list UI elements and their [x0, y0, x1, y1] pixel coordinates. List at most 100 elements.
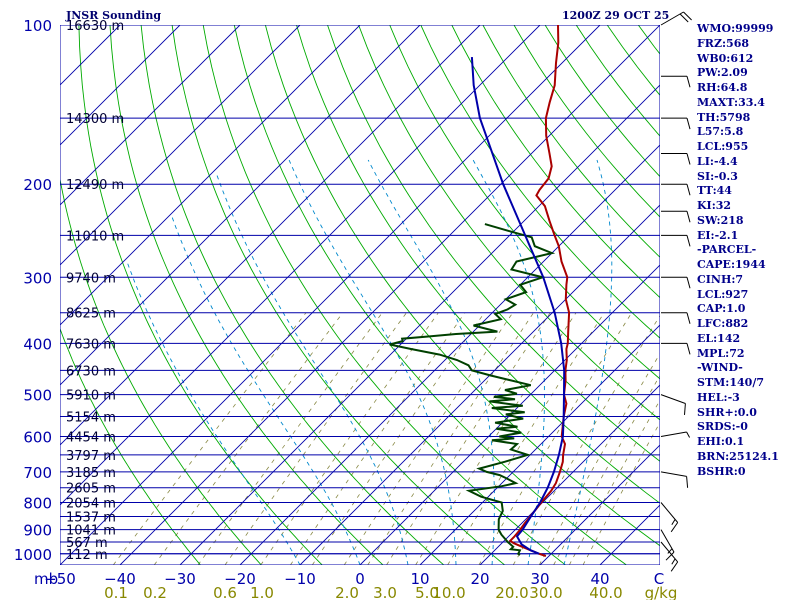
height-label: 14300 m — [66, 112, 124, 127]
wind-barb-flag — [686, 117, 691, 130]
dry-adiabat — [60, 327, 201, 565]
wind-barb-staff — [660, 502, 679, 523]
index-item: EHI:0.1 — [697, 435, 745, 448]
index-item: MAXT:33.4 — [697, 95, 765, 109]
mixing-ratio-label: 5.0 — [415, 584, 439, 600]
dry-adiabat — [420, 25, 660, 339]
dry-adiabat — [296, 25, 660, 504]
wind-barbs — [660, 11, 692, 572]
wind-barb-flag — [686, 277, 691, 289]
index-item: CAPE:1944 — [697, 258, 766, 271]
index-item: LI:-4.4 — [697, 154, 738, 168]
mixing-ratio-line — [197, 312, 383, 565]
index-item: TH:5798 — [697, 110, 751, 124]
height-label: 11010 m — [66, 229, 124, 244]
pressure-tick-label: 100 — [23, 17, 52, 35]
index-item: KI:32 — [697, 199, 732, 212]
wind-barb-flag — [679, 13, 689, 23]
mixing-ratio-label: 3.0 — [373, 584, 397, 600]
index-item: EL:142 — [697, 331, 741, 345]
mixing-ratio-line — [512, 314, 660, 565]
moist-adiabat — [563, 159, 613, 565]
index-item: EI:-2.1 — [697, 228, 739, 242]
index-item: FRZ:568 — [697, 36, 750, 50]
wind-barb-flag — [686, 184, 691, 196]
isotherm-line — [479, 384, 660, 565]
height-label: 3797 m — [66, 449, 116, 464]
temperature-unit-label: C — [654, 570, 664, 588]
wind-barb-flag — [686, 153, 691, 165]
height-label: 12490 m — [66, 178, 124, 193]
wind-barb-flag — [686, 476, 689, 488]
isotherm-line — [239, 144, 660, 565]
temperature-tick-label: −20 — [224, 570, 256, 588]
pressure-tick-label: 800 — [23, 495, 52, 513]
isotherm-line — [60, 25, 241, 206]
mixing-ratio-line — [112, 312, 307, 565]
isotherm-line — [359, 264, 660, 565]
index-item: LCL:927 — [697, 287, 749, 301]
wind-barb-flag — [670, 522, 679, 533]
dry-adiabat — [264, 25, 660, 547]
pressure-tick-label: 700 — [23, 464, 52, 482]
index-item: WB0:612 — [697, 51, 754, 65]
wind-barb-flag — [665, 551, 675, 561]
index-item: WMO:99999 — [697, 22, 774, 35]
mixing-ratio-line — [260, 312, 439, 565]
wind-barb-flag — [686, 235, 691, 247]
height-label: 112 m — [66, 548, 108, 563]
mixing-ratio-label: 0.2 — [143, 584, 167, 600]
isotherm-line — [539, 444, 660, 565]
mixing-ratio-line — [415, 312, 577, 565]
height-label: 1041 m — [66, 524, 116, 539]
dry-adiabat — [202, 25, 566, 565]
index-item: SI:-0.3 — [697, 169, 738, 183]
temperature-tick-label: −40 — [104, 570, 136, 588]
mixing-ratio-label: 1.0 — [250, 584, 274, 600]
isotherm-line — [299, 204, 660, 565]
height-label: 4454 m — [66, 431, 116, 446]
mixing-ratio-label: 0.6 — [213, 584, 237, 600]
mixing-ratio-line — [568, 399, 660, 565]
temperature-tick-label: −50 — [44, 570, 76, 588]
dry-adiabat — [358, 25, 660, 421]
temperature-tick-label: −10 — [284, 570, 316, 588]
pressure-tick-label: 1000 — [14, 546, 52, 564]
dry-adiabat — [451, 25, 660, 299]
isotherm-line — [60, 25, 421, 386]
temperature-tick-label: 20 — [470, 570, 489, 588]
wind-barb-half-flag — [671, 558, 676, 565]
mixing-ratio-line — [582, 421, 660, 565]
pressure-tick-label: 900 — [23, 522, 52, 540]
wind-barb-half-flag — [686, 431, 691, 438]
height-label: 5910 m — [66, 389, 116, 404]
index-item: LCL:955 — [697, 140, 749, 153]
height-label: 1537 m — [66, 511, 116, 526]
mixing-ratio-line — [538, 352, 660, 565]
isotherm-line — [60, 25, 181, 146]
wind-barb-staff — [660, 471, 687, 477]
wind-barb-staff — [660, 529, 675, 553]
height-label: 2054 m — [66, 497, 116, 512]
moist-adiabat — [472, 159, 545, 565]
pressure-tick-label: 600 — [23, 429, 52, 447]
height-label: 8625 m — [66, 307, 116, 322]
isotherm-line — [60, 25, 481, 446]
height-label: 567 m — [66, 536, 108, 551]
wind-barb-staff — [660, 394, 686, 404]
wind-barb-flag — [683, 11, 692, 21]
isotherm-line — [60, 25, 541, 506]
wind-barb-staff — [660, 11, 684, 26]
pressure-tick-label: 400 — [23, 335, 52, 353]
mixing-ratio-line — [553, 374, 660, 565]
temperature-tick-label: 30 — [530, 570, 549, 588]
isotherm-line — [60, 25, 61, 26]
chart-time: 1200Z 29 OCT 25 — [562, 9, 670, 22]
isotherm-line — [60, 25, 361, 326]
pressure-tick-label: 500 — [23, 387, 52, 405]
dry-adiabat — [140, 25, 445, 565]
pressure-unit-label: mb — [34, 570, 58, 588]
dry-adiabat — [233, 25, 627, 565]
wind-barb-flag — [686, 312, 691, 324]
